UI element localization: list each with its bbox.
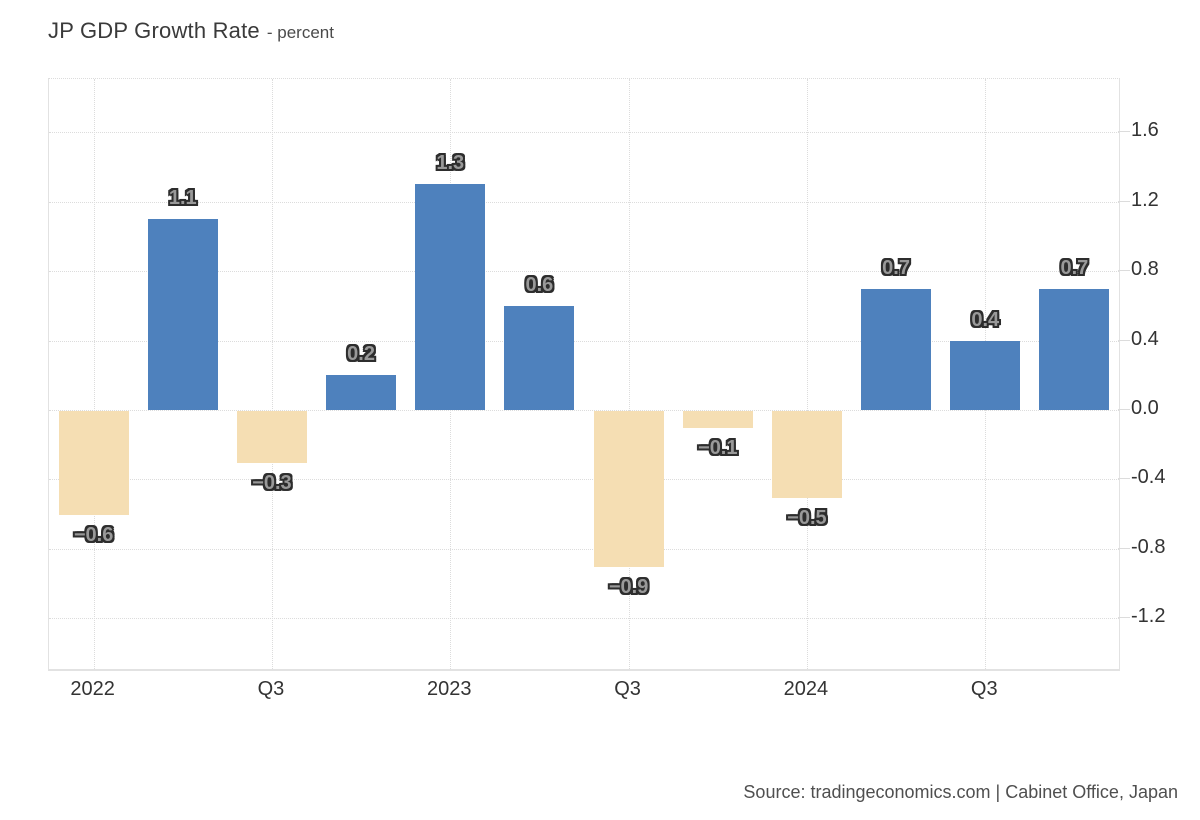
gridline-horizontal [49, 410, 1119, 411]
y-axis-tick [1118, 547, 1130, 549]
y-axis-label: 1.6 [1131, 119, 1159, 142]
y-axis: 1.6 1.2 0.8 0.4 0.0 -0.4 -0.8 -1.2 [1118, 78, 1200, 668]
bar-value-label: −0.3 [252, 472, 292, 495]
y-axis-label: 0.0 [1131, 397, 1159, 420]
bar-value-label: 0.6 [525, 273, 554, 296]
bar-q3-2023[interactable] [593, 411, 664, 568]
y-axis-tick [1118, 200, 1130, 202]
gridline-vertical [806, 79, 808, 669]
x-axis: 2022 Q3 2023 Q3 2024 Q3 [48, 668, 1118, 708]
y-axis-tick [1118, 617, 1130, 619]
x-axis-label: 2023 [427, 678, 472, 700]
x-axis-label: Q3 [614, 678, 641, 700]
gridline-horizontal [49, 479, 1119, 481]
y-axis-label: -1.2 [1131, 605, 1166, 628]
bar-value-label: 0.4 [971, 308, 1000, 331]
bar-q3-2022[interactable] [236, 411, 307, 464]
bar-q3-2024[interactable] [950, 340, 1021, 410]
gridline-horizontal [49, 271, 1119, 273]
y-axis-label: 0.4 [1131, 327, 1159, 350]
gridline-horizontal [49, 618, 1119, 620]
x-axis-label: Q3 [970, 678, 998, 700]
gridline-vertical [93, 79, 95, 669]
plot-area: −0.6 1.1 −0.3 0.2 1.3 0.6 −0.9 −0.1 −0.5 0.7 0.4 0.… [48, 78, 1120, 671]
bar-value-label: 1.1 [168, 187, 197, 210]
bar-value-label: −0.5 [787, 506, 827, 529]
chart-header: JP GDP Growth Rate - percent [48, 18, 334, 44]
y-axis-label: 1.2 [1131, 188, 1159, 211]
bar-value-label: 1.3 [436, 152, 465, 175]
chart-title: JP GDP Growth Rate [48, 18, 260, 43]
source-text: Source: tradingeconomics.com | Cabinet O… [743, 782, 1178, 802]
y-axis-label: -0.8 [1131, 535, 1166, 558]
bar-q1-2022[interactable] [58, 411, 129, 516]
bar-value-label: −0.1 [698, 437, 738, 460]
bar-q1-2024[interactable] [771, 411, 842, 498]
y-axis-tick [1118, 339, 1130, 341]
gridline-vertical [271, 79, 273, 669]
bar-q4-2023[interactable] [682, 411, 753, 429]
gridline-vertical [628, 79, 630, 669]
bar-value-label: 0.7 [1060, 256, 1089, 279]
bar-q4-2022[interactable] [326, 375, 397, 410]
y-axis-tick [1118, 131, 1130, 133]
bar-q2-2024[interactable] [861, 288, 932, 410]
gridline-horizontal [49, 132, 1119, 134]
bar-q4-2024[interactable] [1039, 288, 1110, 410]
x-axis-label: 2022 [70, 678, 115, 700]
gridline-horizontal [49, 548, 1119, 550]
bar-value-label: 0.7 [882, 256, 910, 279]
bar-q2-2022[interactable] [147, 219, 218, 410]
bar-value-label: −0.6 [73, 524, 114, 547]
bar-value-label: −0.9 [608, 576, 649, 599]
bar-value-label: 0.2 [347, 343, 375, 366]
gridline-horizontal [49, 340, 1119, 342]
y-axis-tick [1118, 478, 1130, 480]
y-axis-label: -0.4 [1131, 466, 1166, 489]
x-axis-label: 2024 [783, 678, 829, 700]
y-axis-tick [1118, 409, 1130, 410]
bar-q1-2023[interactable] [415, 184, 486, 410]
y-axis-label: 0.8 [1131, 258, 1159, 281]
chart-subtitle: - percent [266, 23, 334, 42]
bar-q2-2023[interactable] [504, 305, 575, 410]
x-axis-label: Q3 [257, 678, 285, 700]
y-axis-tick [1118, 270, 1130, 272]
gridline-horizontal [49, 201, 1119, 203]
